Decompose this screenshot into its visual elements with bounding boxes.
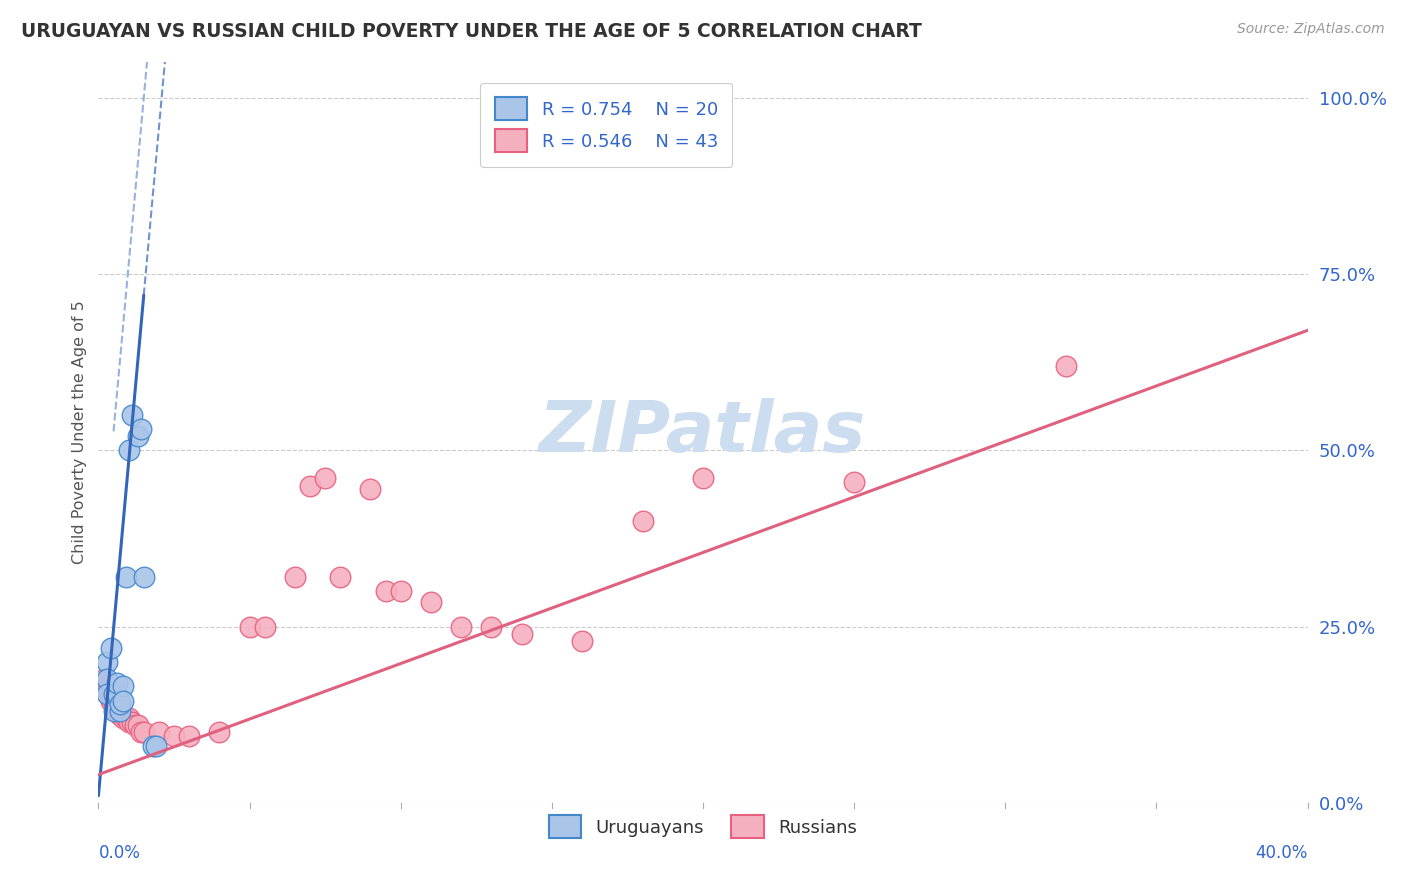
Point xyxy=(103,686,125,700)
Point xyxy=(100,693,122,707)
Point xyxy=(127,718,149,732)
Point xyxy=(111,707,134,722)
Text: URUGUAYAN VS RUSSIAN CHILD POVERTY UNDER THE AGE OF 5 CORRELATION CHART: URUGUAYAN VS RUSSIAN CHILD POVERTY UNDER… xyxy=(21,22,922,41)
Point xyxy=(844,475,866,489)
Point xyxy=(114,570,136,584)
Point xyxy=(481,619,503,633)
Point xyxy=(111,693,134,707)
Text: Source: ZipAtlas.com: Source: ZipAtlas.com xyxy=(1237,22,1385,37)
Point xyxy=(129,725,152,739)
Point xyxy=(284,570,307,584)
Point xyxy=(111,680,134,694)
Point xyxy=(129,422,152,436)
Point xyxy=(420,595,443,609)
Point xyxy=(163,729,186,743)
Point xyxy=(314,471,336,485)
Point xyxy=(450,619,472,633)
Point xyxy=(105,686,128,700)
Point xyxy=(103,704,125,718)
Point xyxy=(118,443,141,458)
Point xyxy=(124,718,146,732)
Point xyxy=(374,584,396,599)
Point xyxy=(105,676,128,690)
Point xyxy=(132,570,155,584)
Point xyxy=(111,711,134,725)
Point xyxy=(118,714,141,729)
Point xyxy=(329,570,352,584)
Point xyxy=(132,725,155,739)
Point xyxy=(105,704,128,718)
Point xyxy=(692,471,714,485)
Point xyxy=(105,697,128,711)
Point xyxy=(118,711,141,725)
Text: 40.0%: 40.0% xyxy=(1256,844,1308,862)
Point xyxy=(571,633,593,648)
Point xyxy=(96,673,118,687)
Point xyxy=(96,655,118,669)
Point xyxy=(96,683,118,698)
Point xyxy=(389,584,412,599)
Point xyxy=(145,739,167,754)
Point xyxy=(108,704,131,718)
Point xyxy=(239,619,262,633)
Point xyxy=(121,714,143,729)
Point xyxy=(103,697,125,711)
Point xyxy=(127,429,149,443)
Point xyxy=(360,482,382,496)
Point xyxy=(148,725,170,739)
Point xyxy=(631,514,654,528)
Point xyxy=(114,711,136,725)
Point xyxy=(108,704,131,718)
Point xyxy=(208,725,231,739)
Point xyxy=(299,478,322,492)
Point xyxy=(93,673,115,687)
Point xyxy=(1054,359,1077,373)
Point xyxy=(108,707,131,722)
Point xyxy=(108,697,131,711)
Text: 0.0%: 0.0% xyxy=(98,844,141,862)
Y-axis label: Child Poverty Under the Age of 5: Child Poverty Under the Age of 5 xyxy=(72,301,87,565)
Legend: Uruguayans, Russians: Uruguayans, Russians xyxy=(541,808,865,846)
Point xyxy=(510,626,533,640)
Point xyxy=(142,739,165,754)
Point xyxy=(121,408,143,422)
Point xyxy=(96,686,118,700)
Text: ZIPatlas: ZIPatlas xyxy=(540,398,866,467)
Point xyxy=(100,640,122,655)
Point xyxy=(100,686,122,700)
Point xyxy=(96,680,118,694)
Point xyxy=(179,729,201,743)
Point xyxy=(253,619,276,633)
Point xyxy=(103,693,125,707)
